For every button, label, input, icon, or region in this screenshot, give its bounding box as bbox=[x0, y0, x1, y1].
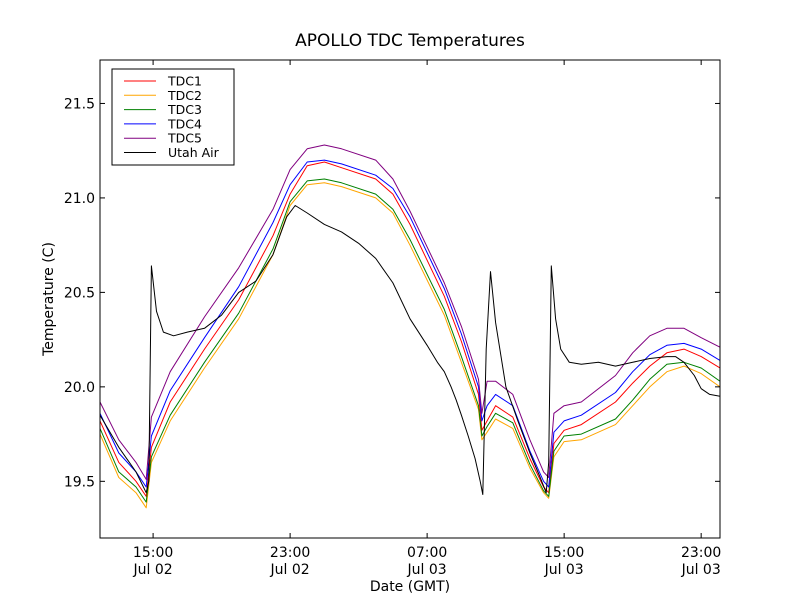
legend-item: TDC1 bbox=[124, 74, 202, 89]
y-tick-label: 21.5 bbox=[64, 96, 95, 112]
series-line-tdc2 bbox=[100, 182, 720, 509]
y-axis: 19.5 20.0 20.5 21.0 21.5 bbox=[64, 96, 720, 490]
y-tick-label: 21.0 bbox=[64, 191, 95, 207]
x-tick-label-time: 15:00 bbox=[544, 545, 584, 561]
legend-item: TDC4 bbox=[124, 116, 202, 131]
x-tick-label-time: 23:00 bbox=[270, 545, 310, 561]
legend-label: TDC1 bbox=[167, 74, 202, 89]
legend-item: TDC2 bbox=[124, 88, 202, 103]
plot-frame bbox=[99, 59, 721, 539]
series-line-tdc5 bbox=[100, 144, 720, 480]
legend-label: TDC5 bbox=[167, 131, 202, 146]
series-line-tdc3 bbox=[100, 178, 720, 503]
legend-label: TDC3 bbox=[167, 102, 202, 117]
y-tick-label: 20.5 bbox=[64, 285, 95, 301]
legend-label: TDC2 bbox=[167, 88, 202, 103]
x-tick-label-time: 23:00 bbox=[681, 545, 721, 561]
x-tick-label-time: 07:00 bbox=[407, 545, 447, 561]
series-line-tdc1 bbox=[100, 161, 720, 497]
legend-label: TDC4 bbox=[167, 116, 202, 131]
legend-label: Utah Air bbox=[168, 145, 220, 160]
legend-item: TDC3 bbox=[124, 102, 202, 117]
series-line-utah-air bbox=[100, 205, 720, 495]
chart-title: APOLLO TDC Temperatures bbox=[295, 31, 525, 51]
x-tick-label-date: Jul 02 bbox=[270, 562, 310, 578]
x-tick-label-date: Jul 03 bbox=[544, 562, 584, 578]
x-tick-label-date: Jul 03 bbox=[407, 562, 447, 578]
x-axis-label: Date (GMT) bbox=[370, 579, 450, 595]
legend-item: TDC5 bbox=[124, 131, 202, 146]
legend-item: Utah Air bbox=[124, 145, 220, 160]
series-line-tdc4 bbox=[100, 159, 720, 488]
series-layer bbox=[100, 144, 720, 509]
x-tick-label-date: Jul 02 bbox=[133, 562, 173, 578]
legend-box bbox=[111, 68, 235, 166]
y-tick-label: 19.5 bbox=[64, 474, 95, 490]
y-tick-label: 20.0 bbox=[64, 380, 95, 396]
y-axis-label: Temperature (C) bbox=[41, 242, 57, 357]
x-tick-label-time: 15:00 bbox=[133, 545, 173, 561]
x-tick-label-date: Jul 03 bbox=[681, 562, 721, 578]
